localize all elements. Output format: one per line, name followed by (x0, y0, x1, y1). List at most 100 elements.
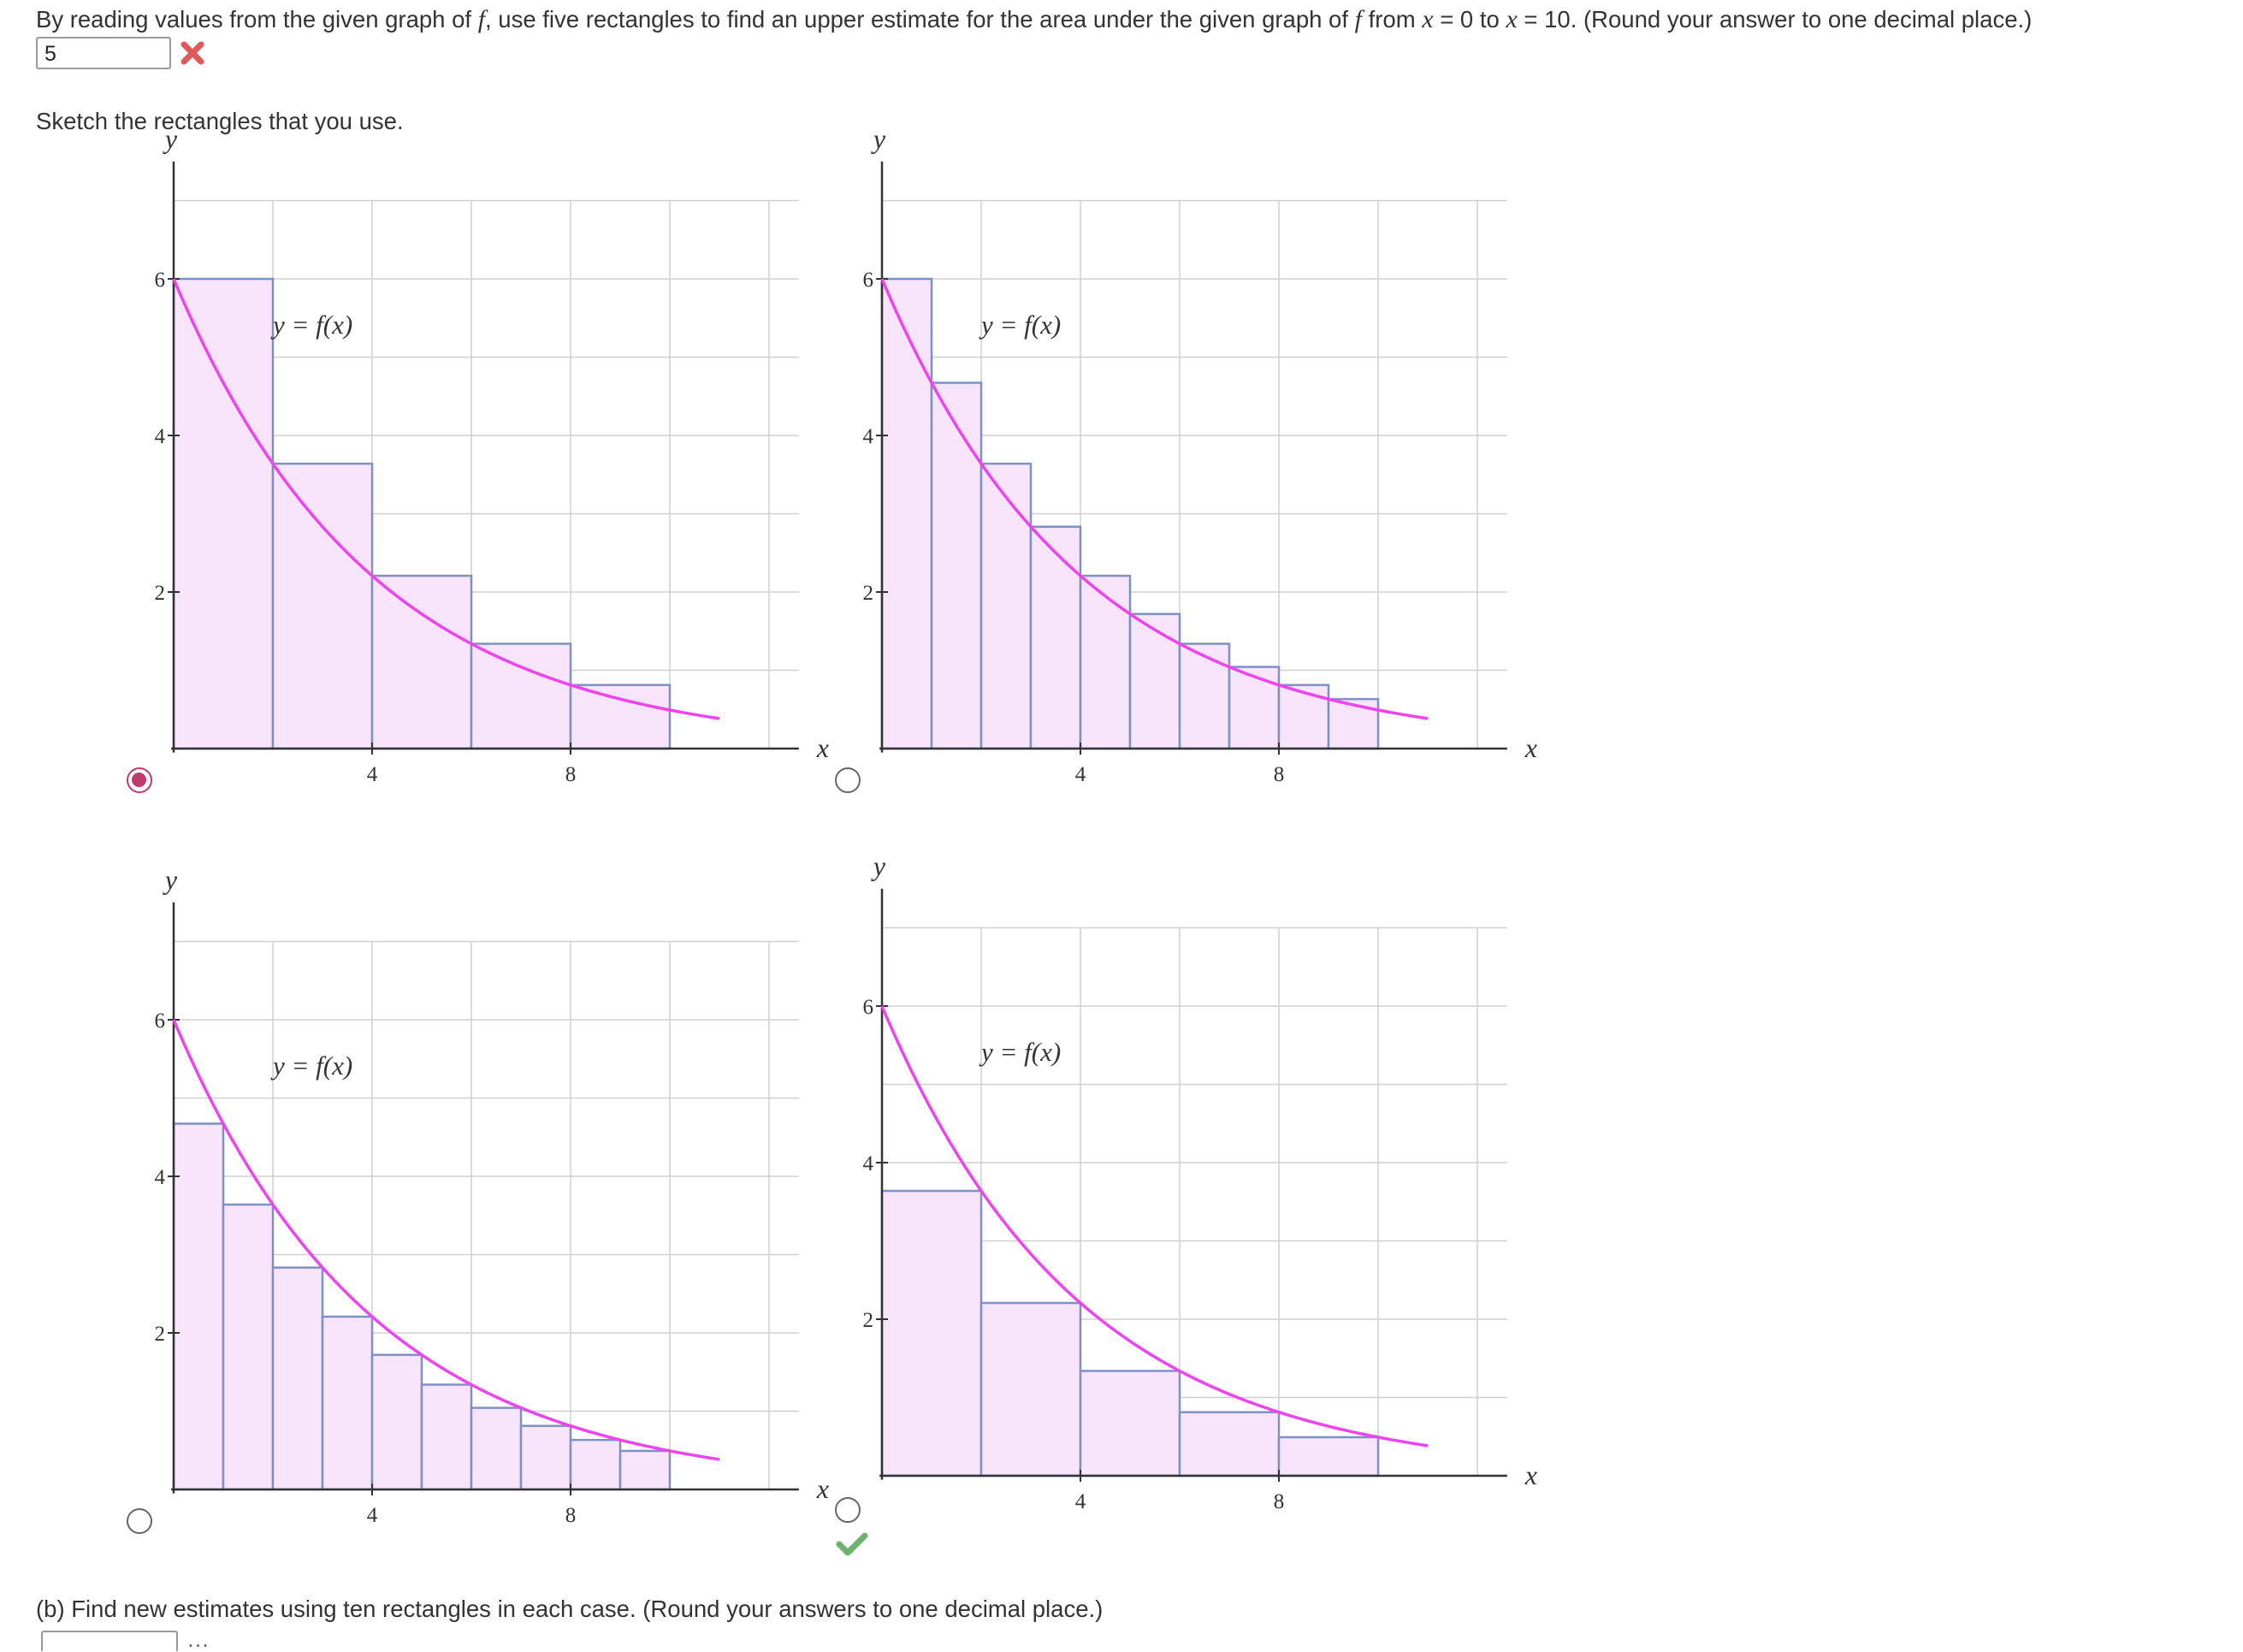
variable-symbol: x (1506, 5, 1518, 33)
part-b-text: (b) Find new estimates using ten rectang… (36, 1596, 1104, 1622)
curve-label: y = f(x) (270, 1051, 352, 1081)
rectangle (222, 1203, 275, 1491)
y-tick-label: 6 (155, 269, 166, 292)
rectangle (172, 1122, 225, 1491)
x-axis-label: x (816, 732, 829, 763)
answer-row: 5 (36, 35, 209, 71)
curve-f (880, 1005, 1429, 1448)
rectangle (470, 642, 572, 750)
question-part: = 10. (Round your answer to one decimal … (1517, 6, 2033, 33)
rectangle (979, 1301, 1082, 1477)
rectangle (930, 382, 983, 750)
x-mark-icon (181, 41, 204, 65)
y-tick-label: 6 (863, 269, 874, 292)
y-tick-label: 2 (863, 1309, 874, 1332)
x-axis-label: x (816, 1473, 829, 1504)
rectangle (569, 684, 672, 750)
grid (882, 199, 1507, 749)
answer-input[interactable]: 5 (36, 37, 171, 69)
part-b-trailing-text: … (186, 1626, 210, 1652)
rectangle (172, 277, 275, 750)
x-tick-label: 8 (565, 763, 577, 786)
y-tick-label: 2 (155, 1323, 166, 1346)
radio-option-b[interactable] (835, 767, 861, 793)
graph-option-c: 2 4 6 4 8 y x y = f(x) (120, 864, 855, 1631)
grid (174, 199, 799, 749)
rectangle (1079, 574, 1132, 750)
x-axis-label: x (1524, 1460, 1537, 1490)
question-part: from (1361, 6, 1423, 33)
rectangle (1079, 1370, 1181, 1477)
y-tick-label: 4 (863, 1152, 874, 1175)
rectangle (1228, 666, 1281, 750)
x-tick-label: 8 (1274, 1490, 1285, 1513)
graph-option-b: 2 4 6 4 8 y x y = f(x) (828, 123, 1564, 890)
curve-f (880, 278, 1429, 720)
part-b-input[interactable] (41, 1631, 178, 1651)
rectangle (1327, 697, 1380, 750)
rectangle (569, 1438, 622, 1491)
check-mark-icon (836, 1532, 868, 1556)
variable-symbol: x (1422, 5, 1434, 33)
y-tick-label: 2 (155, 582, 166, 605)
x-tick-label: 4 (367, 763, 378, 786)
rectangle (321, 1315, 374, 1491)
rectangle (271, 1266, 324, 1491)
rectangles (172, 277, 672, 750)
question-part: = 0 to (1433, 6, 1506, 33)
x-tick-label: 4 (367, 1504, 378, 1527)
curve-f (172, 1019, 720, 1461)
radio-option-d[interactable] (835, 1497, 861, 1523)
rectangle (618, 1449, 672, 1491)
x-tick-label: 8 (565, 1504, 577, 1527)
question-part: By reading values from the given graph o… (36, 6, 478, 33)
rectangle (1029, 525, 1082, 750)
function-symbol: f (477, 5, 486, 33)
y-tick-label: 4 (155, 425, 166, 448)
graph-option-d: 2 4 6 4 8 y x y = f(x) (828, 850, 1564, 1617)
rectangle (1128, 613, 1181, 750)
rectangle (880, 1189, 983, 1477)
rectangle (420, 1383, 473, 1491)
question-text: By reading values from the given graph o… (36, 3, 2234, 36)
graph-b-plot: 2 4 6 4 8 y x y = f(x) (863, 123, 1537, 786)
y-tick-label: 2 (863, 582, 874, 605)
y-tick-label: 4 (155, 1166, 166, 1189)
y-axis-label: y (163, 123, 178, 154)
curve-label: y = f(x) (270, 310, 352, 340)
rectangle (519, 1424, 572, 1491)
radio-option-c[interactable] (127, 1508, 152, 1534)
x-tick-label: 4 (1075, 763, 1086, 786)
function-symbol: f (1354, 5, 1362, 33)
graph-option-a: 2 4 6 4 8 y x y = f(x) (120, 123, 855, 890)
y-axis-label: y (163, 864, 178, 895)
x-tick-label: 8 (1274, 763, 1285, 786)
rectangle (370, 574, 473, 750)
rectangle (1277, 684, 1330, 750)
rectangles (880, 1189, 1380, 1477)
graph-d-plot: 2 4 6 4 8 y x y = f(x) (863, 850, 1537, 1513)
x-tick-label: 4 (1075, 1490, 1086, 1513)
curve-label: y = f(x) (979, 1037, 1061, 1067)
question-part: , use five rectangles to find an upper e… (485, 6, 1355, 33)
y-axis-label: y (871, 123, 886, 154)
rectangle (271, 462, 374, 750)
rectangle (1277, 1436, 1380, 1477)
sketch-prompt: Sketch the rectangles that you use. (36, 108, 404, 134)
rectangle (1178, 1411, 1281, 1477)
y-tick-label: 4 (863, 425, 874, 448)
rectangle (470, 1406, 523, 1491)
rectangle (979, 462, 1033, 750)
rectangle (1178, 642, 1231, 750)
radio-option-a[interactable] (127, 767, 152, 793)
graph-a-plot: 2 4 6 4 8 y x y = f(x) (155, 123, 829, 786)
y-tick-label: 6 (863, 996, 874, 1019)
rectangle (880, 277, 933, 750)
rectangles (880, 277, 1380, 750)
y-axis-label: y (871, 850, 886, 881)
y-tick-label: 6 (155, 1010, 166, 1033)
rectangle (370, 1353, 423, 1491)
graph-c-plot: 2 4 6 4 8 y x y = f(x) (155, 864, 829, 1527)
x-axis-label: x (1524, 732, 1537, 763)
curve-label: y = f(x) (979, 310, 1061, 340)
